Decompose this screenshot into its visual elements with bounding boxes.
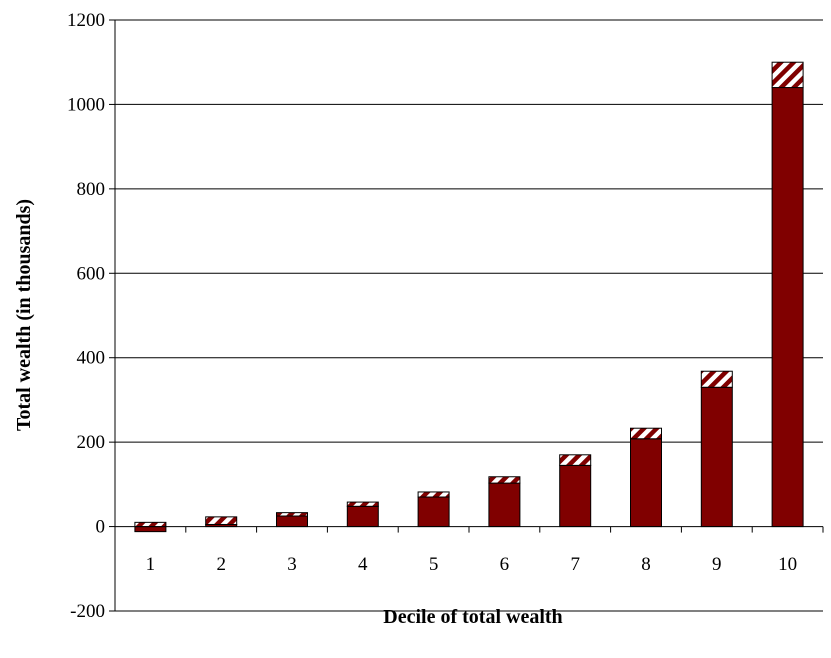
- bar-segment-hatched: [630, 427, 662, 440]
- y-tick-label: 1000: [67, 94, 105, 115]
- bar-segment-hatched: [134, 521, 167, 528]
- bar-segment-solid: [417, 496, 450, 528]
- bar-segment-hatched: [417, 491, 450, 498]
- y-tick-label: 0: [96, 517, 106, 538]
- x-tick-labels: 1 2 3 4 5 6 7 8 9 10: [146, 554, 797, 575]
- x-tick-label: 3: [287, 554, 297, 575]
- y-axis-title: Total wealth (in thousands): [13, 199, 35, 431]
- x-tick-label: 9: [712, 554, 722, 575]
- bar-segment-solid: [771, 87, 804, 528]
- y-tick-label: 800: [77, 179, 106, 200]
- y-tick-label: -200: [70, 601, 105, 622]
- x-tick-label: 5: [429, 554, 439, 575]
- bar-segment-solid: [700, 386, 733, 528]
- bar-segment-hatched: [559, 454, 592, 466]
- y-tick-label: 600: [77, 263, 106, 284]
- bar-segment-solid: [488, 482, 521, 528]
- y-tick-label: 1200: [67, 10, 105, 31]
- y-tick-labels: -200 0 200 400 600 800 1000 1200: [67, 10, 105, 622]
- bar-segment-solid: [630, 438, 662, 528]
- axes: [109, 19, 824, 612]
- bar-segment-solid: [276, 515, 308, 528]
- bar-segment-hatched: [205, 516, 238, 525]
- x-tick-label: 6: [500, 554, 510, 575]
- bar-segment-hatched: [276, 512, 308, 517]
- x-tick-label: 4: [358, 554, 368, 575]
- x-axis-title: Decile of total wealth: [383, 606, 562, 628]
- bar-segment-hatched: [346, 501, 379, 507]
- bar-segment-hatched: [488, 476, 521, 484]
- bar-segment-solid: [559, 464, 592, 528]
- bar-segment-solid: [134, 526, 167, 533]
- x-tick-label: 7: [570, 554, 580, 575]
- bar-segment-hatched: [700, 370, 733, 388]
- x-tick-label: 2: [216, 554, 226, 575]
- x-tick-label: 10: [778, 554, 797, 575]
- gridlines: [115, 19, 823, 612]
- y-tick-label: 200: [77, 432, 106, 453]
- x-tick-label: 1: [146, 554, 156, 575]
- bars: [134, 61, 804, 533]
- bar-segment-solid: [346, 505, 379, 528]
- bar-segment-hatched: [771, 61, 804, 89]
- y-tick-label: 400: [77, 348, 106, 369]
- x-tick-label: 8: [641, 554, 651, 575]
